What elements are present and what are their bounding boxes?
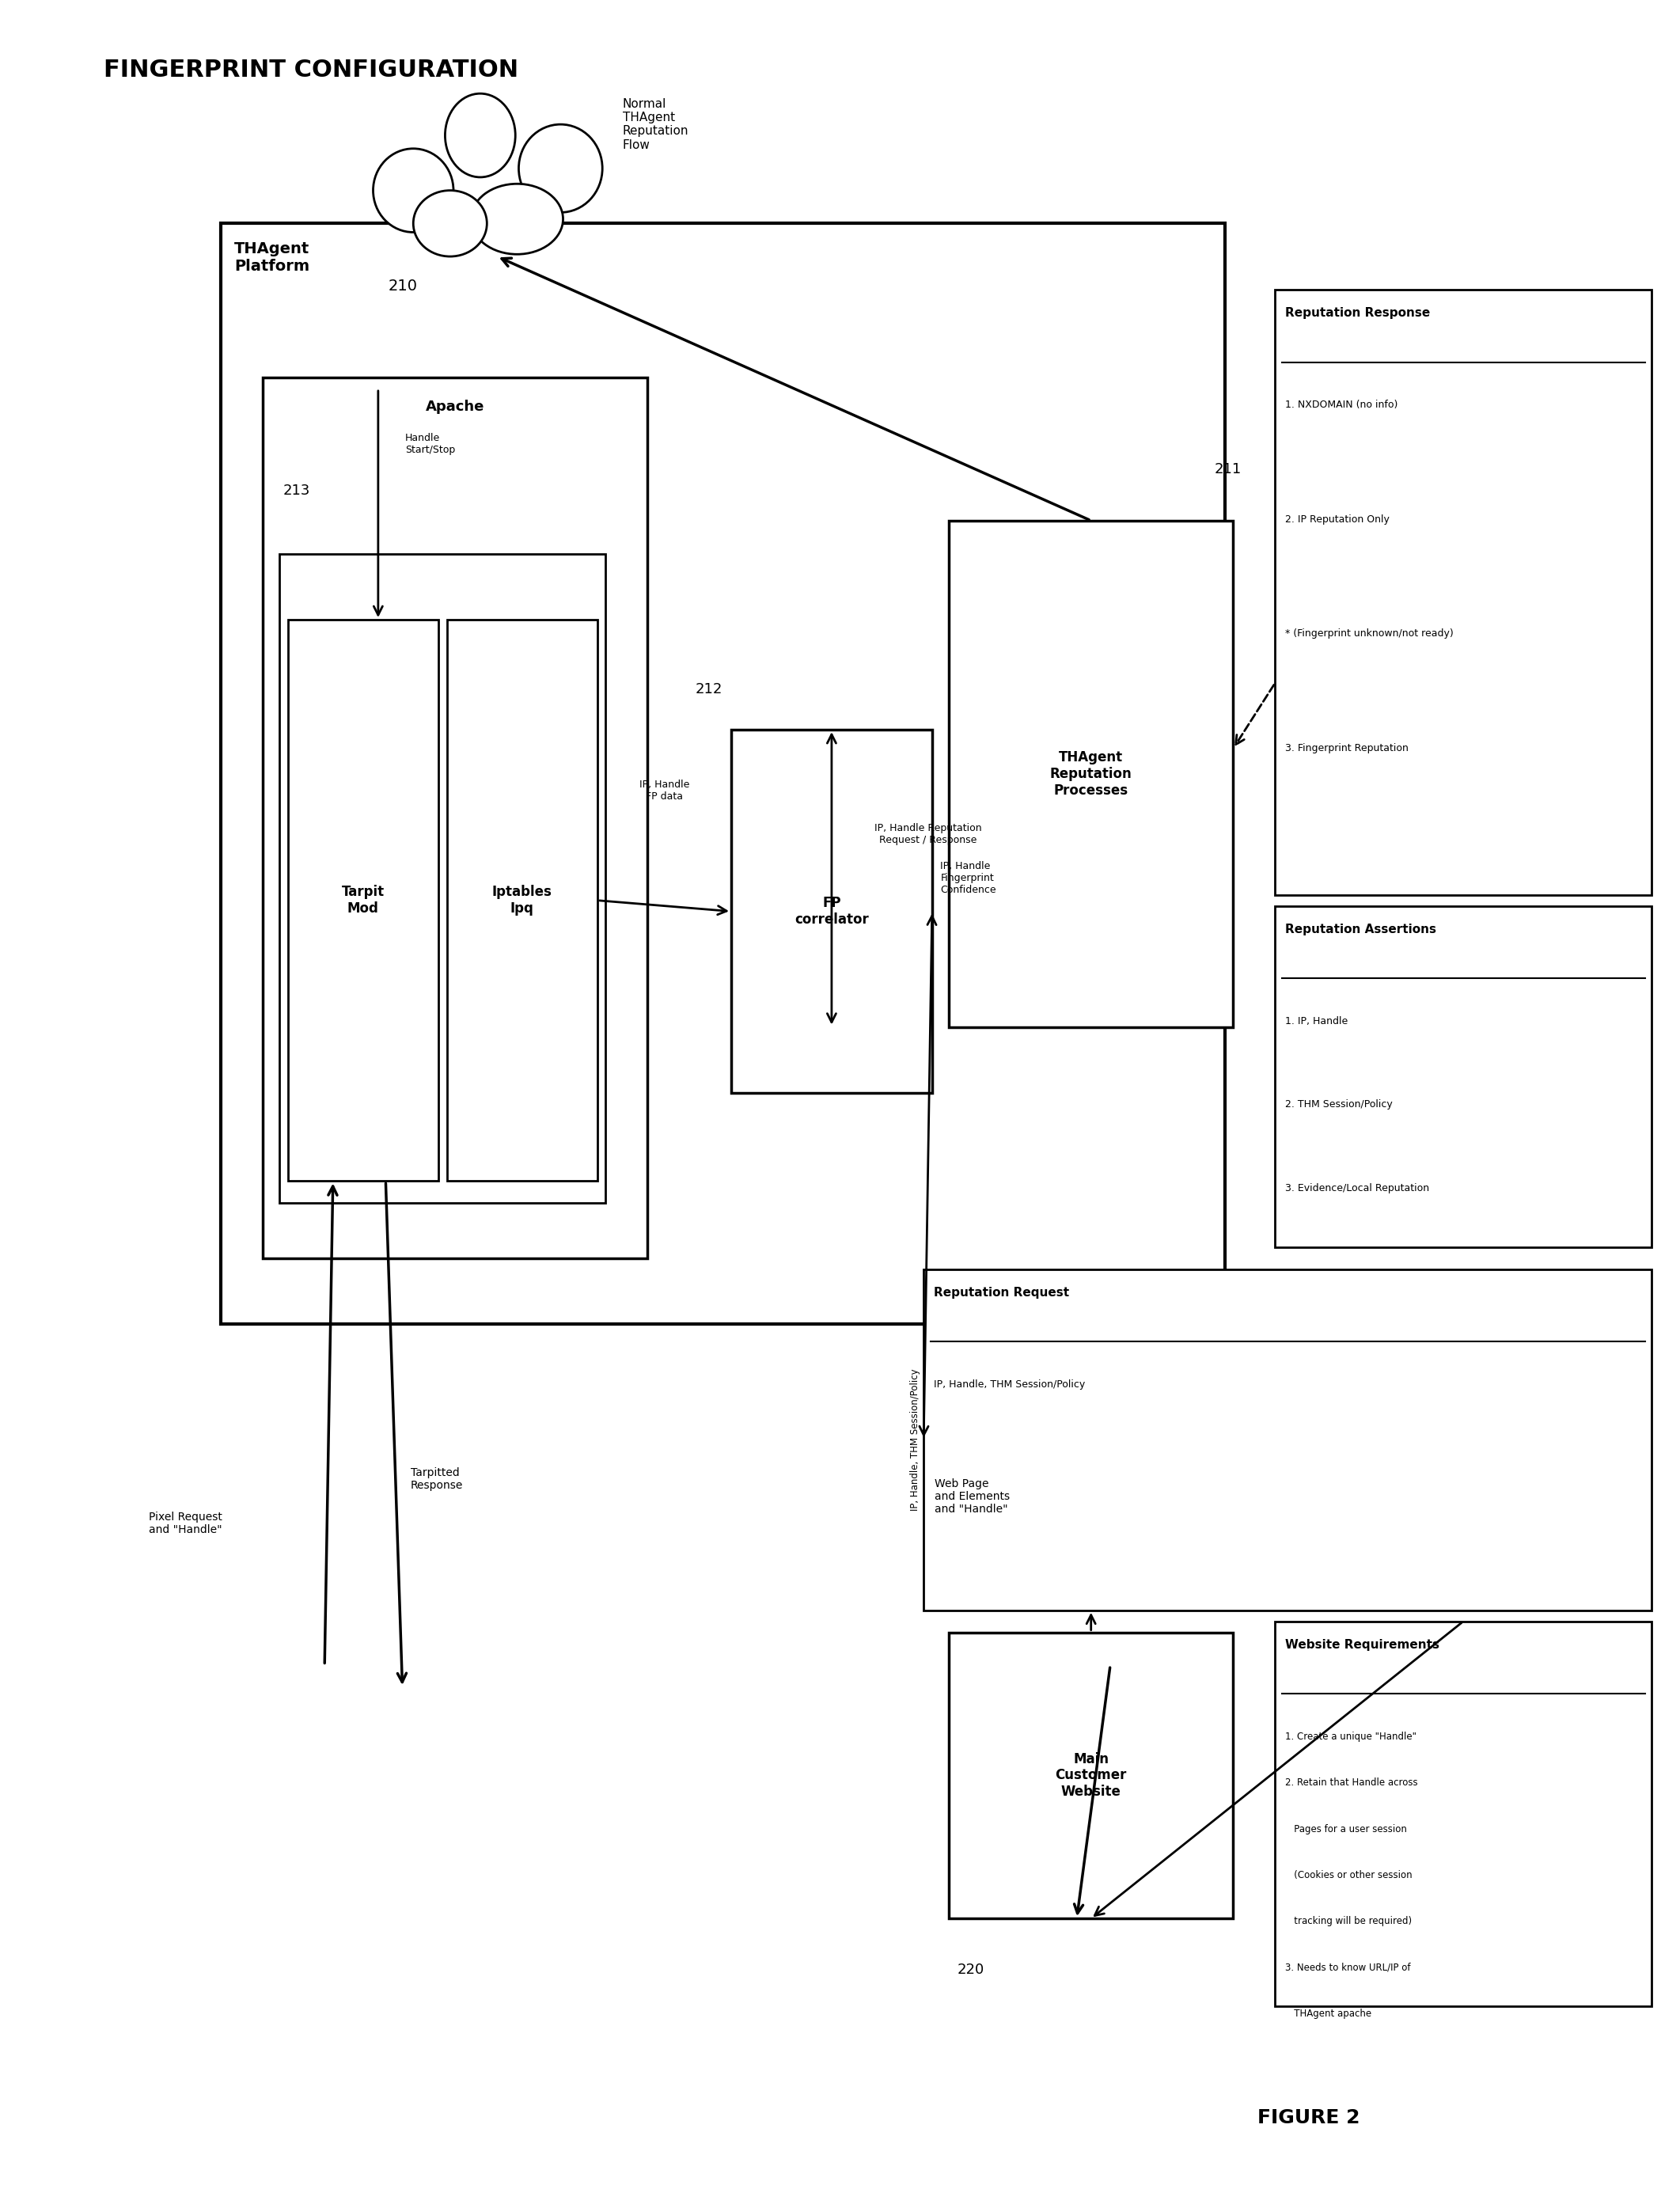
Text: tracking will be required): tracking will be required) bbox=[1285, 1917, 1411, 1928]
Text: 3. Evidence/Local Reputation: 3. Evidence/Local Reputation bbox=[1285, 1183, 1430, 1195]
Bar bbox=[924, 1270, 1651, 1610]
Text: IP, Handle Reputation
Request / Response: IP, Handle Reputation Request / Response bbox=[874, 824, 981, 846]
Text: 212: 212 bbox=[696, 682, 722, 698]
Text: THAgent
Platform: THAgent Platform bbox=[234, 241, 309, 274]
Bar bbox=[220, 223, 1225, 1325]
Text: 2. Retain that Handle across: 2. Retain that Handle across bbox=[1285, 1777, 1418, 1788]
Text: 1. Create a unique "Handle": 1. Create a unique "Handle" bbox=[1285, 1731, 1416, 1742]
Bar bbox=[279, 554, 606, 1203]
Text: 1. NXDOMAIN (no info): 1. NXDOMAIN (no info) bbox=[1285, 400, 1398, 411]
Text: IP, Handle, THM Session/Policy: IP, Handle, THM Session/Policy bbox=[911, 1369, 921, 1510]
Bar bbox=[287, 620, 438, 1181]
Text: IP, Handle
FP data: IP, Handle FP data bbox=[638, 779, 689, 802]
Text: Normal
THAgent
Reputation
Flow: Normal THAgent Reputation Flow bbox=[623, 97, 689, 150]
Text: THAgent apache: THAgent apache bbox=[1285, 2009, 1371, 2018]
Text: * (Fingerprint unknown/not ready): * (Fingerprint unknown/not ready) bbox=[1285, 629, 1453, 638]
Text: Reputation Assertions: Reputation Assertions bbox=[1285, 923, 1436, 936]
Text: 3. Needs to know URL/IP of: 3. Needs to know URL/IP of bbox=[1285, 1963, 1411, 1972]
Text: 220: 220 bbox=[958, 1963, 984, 1976]
Bar bbox=[447, 620, 598, 1181]
Text: Pixel Request
and "Handle": Pixel Request and "Handle" bbox=[150, 1510, 222, 1535]
Ellipse shape bbox=[373, 148, 454, 232]
Text: THAgent
Reputation
Processes: THAgent Reputation Processes bbox=[1050, 751, 1132, 797]
Text: 213: 213 bbox=[282, 484, 309, 497]
Ellipse shape bbox=[519, 124, 603, 212]
Text: Tarpit
Mod: Tarpit Mod bbox=[341, 885, 385, 916]
Bar bbox=[1275, 905, 1651, 1248]
Text: Iptables
Ipq: Iptables Ipq bbox=[492, 885, 553, 916]
Text: Web Page
and Elements
and "Handle": Web Page and Elements and "Handle" bbox=[934, 1477, 1010, 1515]
Text: 1. IP, Handle: 1. IP, Handle bbox=[1285, 1016, 1347, 1027]
Text: 2. THM Session/Policy: 2. THM Session/Policy bbox=[1285, 1100, 1393, 1111]
Ellipse shape bbox=[413, 190, 487, 256]
Text: 3. Fingerprint Reputation: 3. Fingerprint Reputation bbox=[1285, 742, 1408, 753]
Ellipse shape bbox=[470, 183, 563, 254]
Text: FP
correlator: FP correlator bbox=[795, 896, 869, 927]
Text: Reputation Response: Reputation Response bbox=[1285, 307, 1430, 318]
Bar bbox=[731, 731, 932, 1093]
Text: Pages for a user session: Pages for a user session bbox=[1285, 1824, 1406, 1835]
Bar bbox=[949, 521, 1233, 1027]
Bar bbox=[1275, 1621, 1651, 2007]
Text: Reputation Request: Reputation Request bbox=[934, 1287, 1068, 1298]
Text: 210: 210 bbox=[388, 278, 417, 294]
Text: Tarpitted
Response: Tarpitted Response bbox=[412, 1468, 464, 1490]
Ellipse shape bbox=[445, 93, 516, 177]
Text: FIGURE 2: FIGURE 2 bbox=[1257, 2109, 1359, 2129]
Text: 211: 211 bbox=[1215, 461, 1242, 477]
Text: Apache: Apache bbox=[425, 400, 484, 413]
Text: IP, Handle, THM Session/Policy: IP, Handle, THM Session/Policy bbox=[934, 1380, 1085, 1389]
Text: (Cookies or other session: (Cookies or other session bbox=[1285, 1870, 1413, 1881]
Text: 2. IP Reputation Only: 2. IP Reputation Only bbox=[1285, 514, 1389, 523]
Text: Main
Customer
Website: Main Customer Website bbox=[1055, 1751, 1127, 1800]
Text: FINGERPRINT CONFIGURATION: FINGERPRINT CONFIGURATION bbox=[104, 57, 519, 82]
Text: Website Requirements: Website Requirements bbox=[1285, 1638, 1440, 1652]
Text: IP, Handle
Fingerprint
Confidence: IP, Handle Fingerprint Confidence bbox=[941, 861, 996, 896]
Text: Handle
Start/Stop: Handle Start/Stop bbox=[405, 433, 455, 455]
Bar bbox=[262, 378, 647, 1259]
Bar bbox=[1275, 289, 1651, 894]
Bar bbox=[949, 1632, 1233, 1919]
